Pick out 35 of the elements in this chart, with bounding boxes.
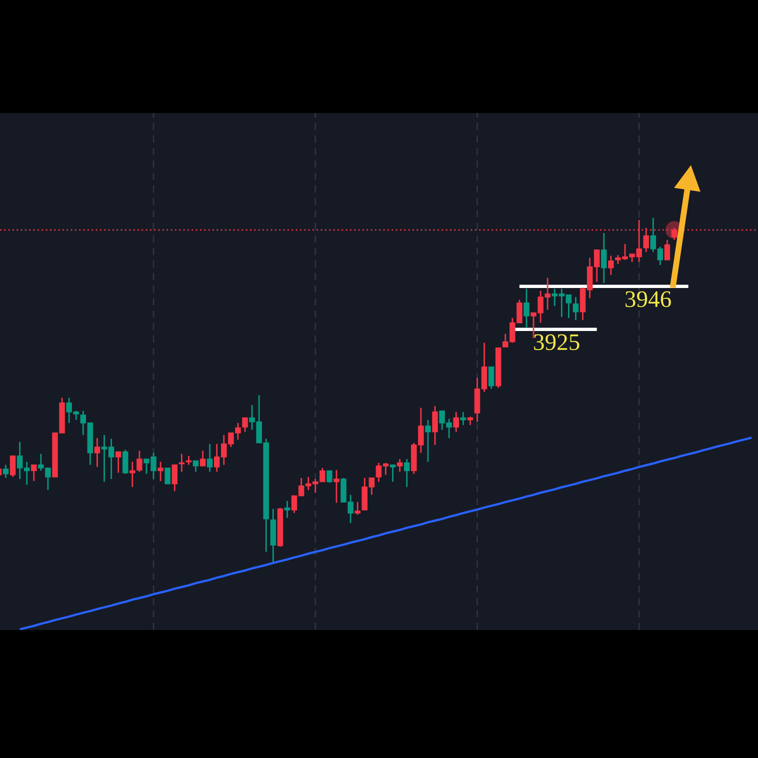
candlestick (122, 449, 128, 475)
candlestick (158, 461, 164, 482)
candlestick (404, 458, 410, 488)
candlestick (396, 458, 403, 472)
candlestick (425, 419, 431, 462)
candlestick (31, 464, 37, 482)
candlestick (206, 443, 213, 472)
candlestick (572, 296, 579, 321)
candlestick (390, 464, 396, 482)
candlestick (488, 366, 494, 390)
candlestick (608, 255, 614, 276)
candlestick (94, 437, 100, 468)
candlestick (354, 501, 360, 516)
series-label: 3946 (626, 291, 671, 308)
candlestick (524, 288, 530, 329)
candlestick (10, 455, 16, 478)
candlestick (115, 451, 122, 474)
candlestick (453, 411, 459, 433)
candlestick (130, 461, 136, 488)
candlestick (136, 450, 142, 472)
candlestick (643, 227, 649, 253)
candlestick (334, 469, 340, 504)
candlestick (192, 460, 199, 472)
candlestick (284, 500, 290, 519)
candlestick (172, 464, 178, 492)
candlestick (326, 470, 332, 484)
candlestick (242, 417, 248, 433)
candlestick (164, 468, 170, 484)
candlestick (601, 232, 607, 284)
candlestick (178, 453, 185, 472)
series-label: 3925 (534, 334, 580, 350)
candlestick (664, 239, 670, 261)
candlestick (200, 450, 206, 467)
candlestick (432, 405, 438, 446)
candlestick (2, 464, 9, 479)
